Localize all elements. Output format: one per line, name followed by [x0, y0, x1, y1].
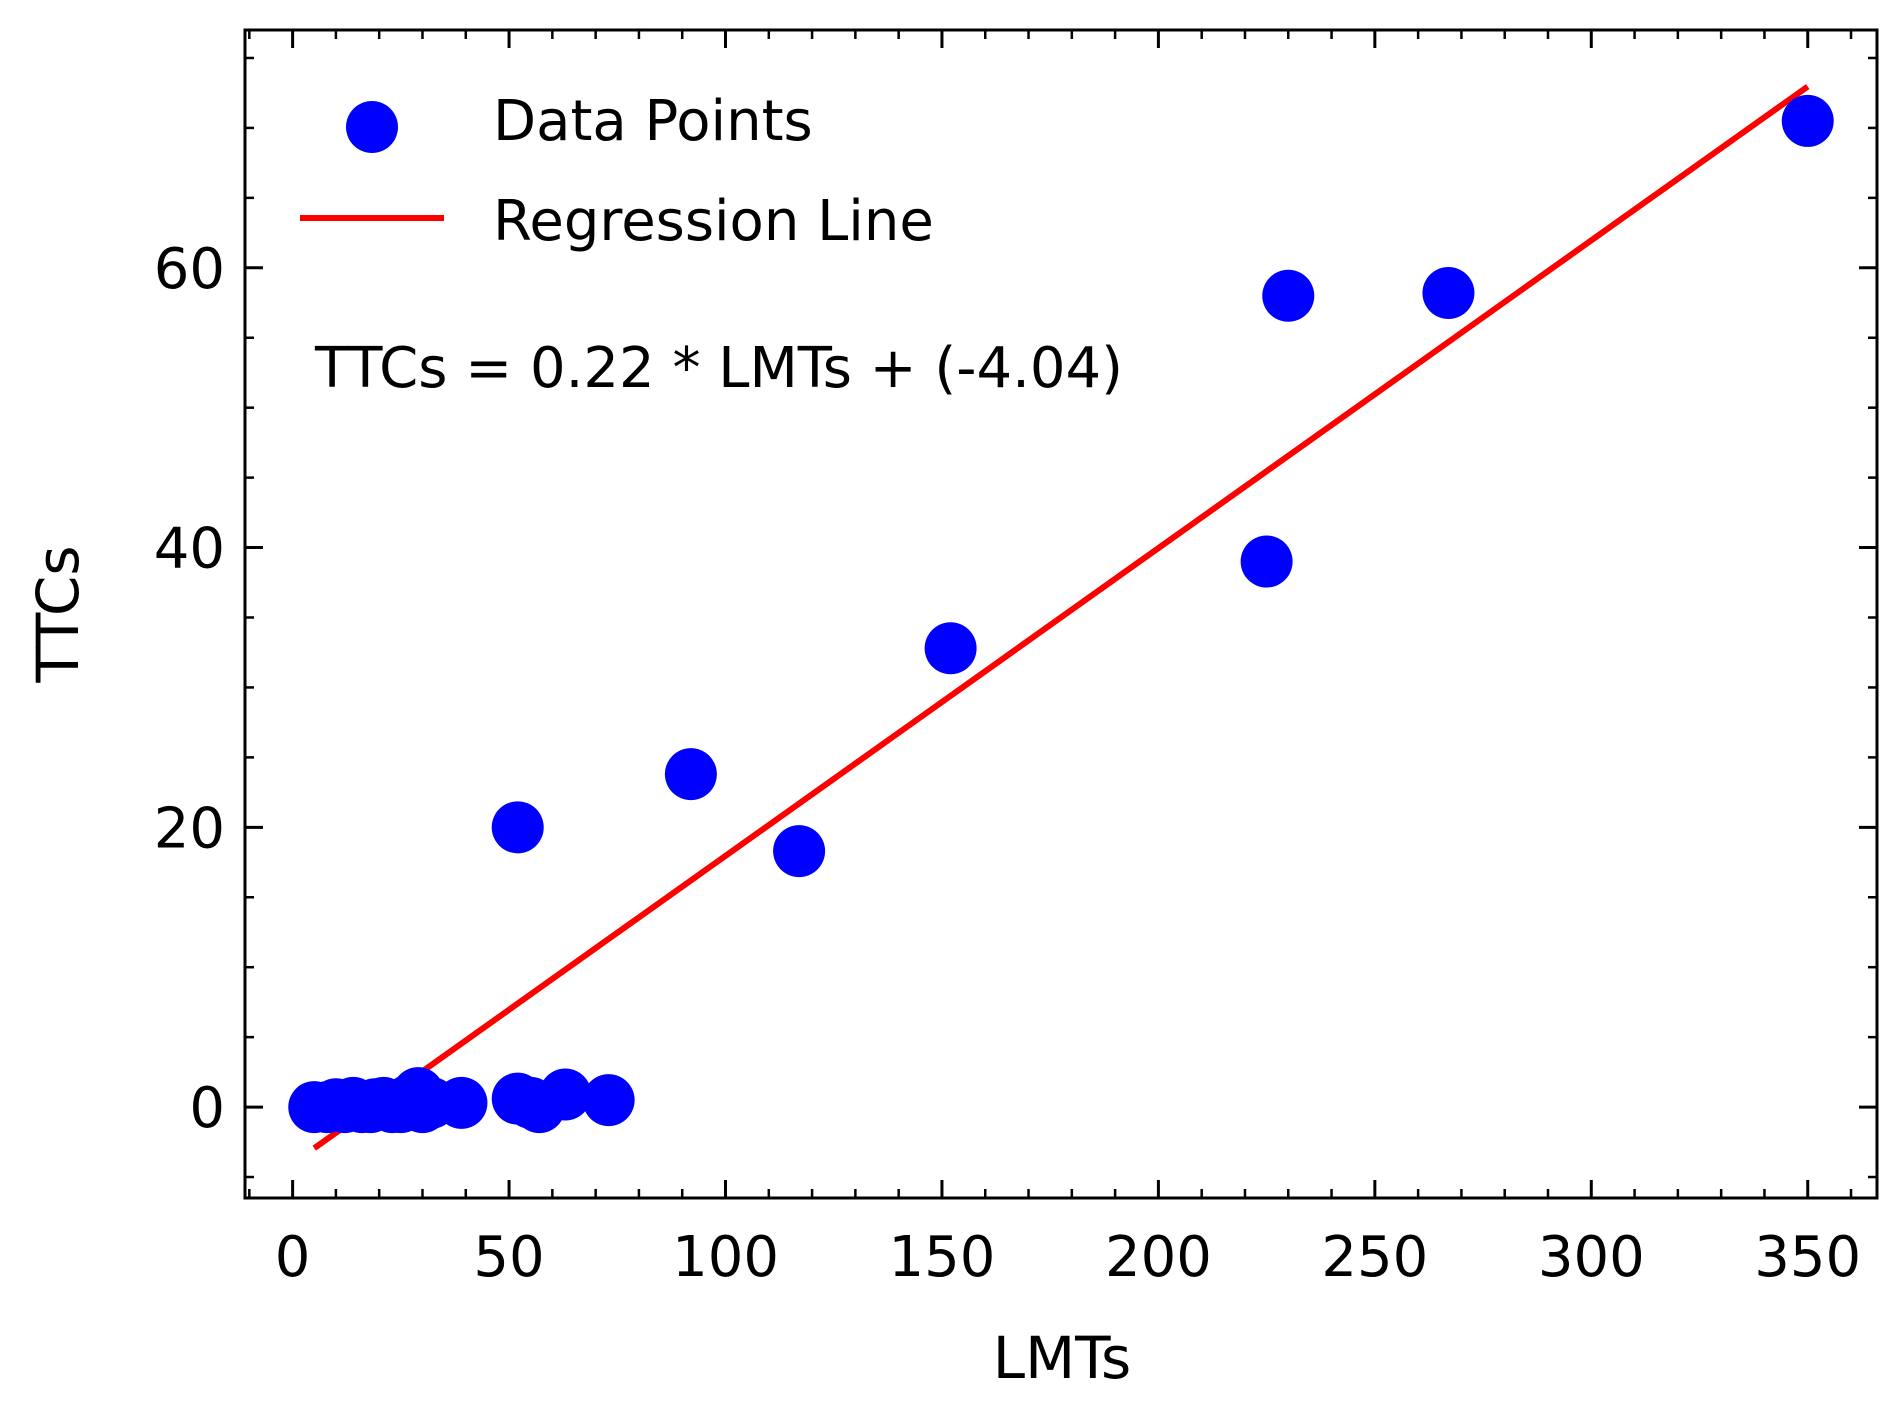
data-point	[1240, 535, 1293, 588]
regression-line	[312, 84, 1810, 1151]
data-point	[1262, 269, 1315, 322]
regression-equation: TTCs = 0.22 * LMTs + (-4.04)	[314, 336, 1123, 401]
legend-label-data-points: Data Points	[493, 89, 813, 154]
x-tick-label: 200	[1105, 1225, 1212, 1290]
data-point	[924, 622, 977, 675]
x-tick-label: 350	[1754, 1225, 1861, 1290]
y-tick-label: 40	[154, 517, 225, 582]
data-point	[664, 748, 717, 801]
y-axis-label: TTCs	[24, 545, 92, 683]
x-tick-label: 250	[1321, 1225, 1428, 1290]
data-point	[435, 1076, 488, 1129]
y-tick-label: 20	[154, 796, 225, 861]
data-point	[773, 825, 826, 878]
x-tick-label: 100	[672, 1225, 779, 1290]
y-tick-label: 0	[189, 1076, 225, 1141]
x-tick-label: 0	[275, 1225, 311, 1290]
x-tick-label: 150	[889, 1225, 996, 1290]
data-point	[491, 801, 544, 854]
legend-label-regression-line: Regression Line	[493, 189, 934, 254]
data-point	[1781, 94, 1834, 147]
x-tick-label: 50	[473, 1225, 544, 1290]
legend: Data Points Regression Line	[300, 89, 934, 254]
data-point	[1422, 266, 1475, 319]
legend-marker	[346, 101, 398, 153]
x-tick-label: 300	[1538, 1225, 1645, 1290]
y-tick-label: 60	[154, 237, 225, 302]
plot-frame	[243, 28, 1879, 1200]
x-axis-label: LMTs	[993, 1324, 1131, 1392]
data-point	[582, 1074, 635, 1127]
data-point	[539, 1068, 592, 1121]
